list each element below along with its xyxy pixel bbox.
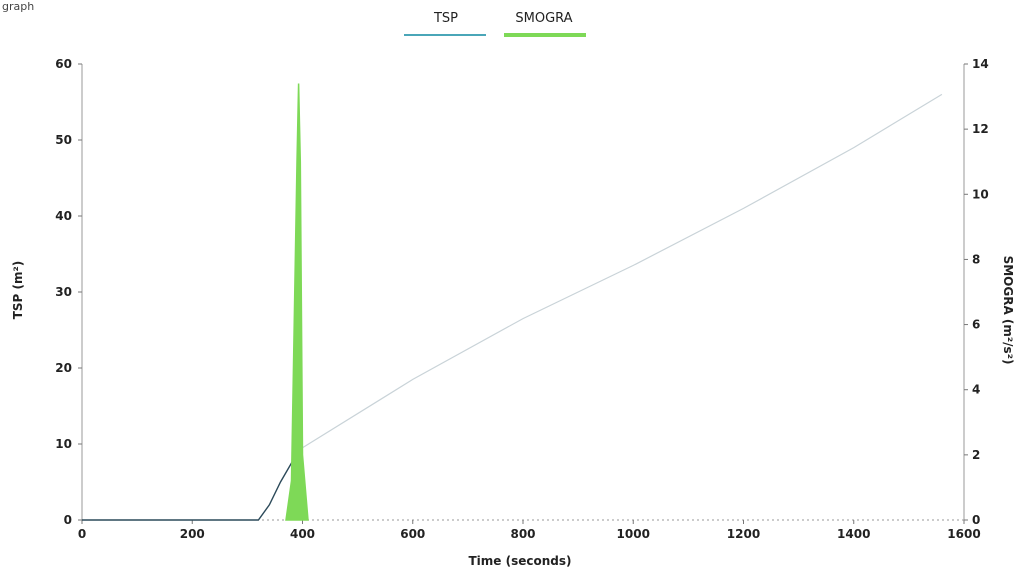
x-tick-label: 600 [400,527,425,541]
series-layer [82,83,943,521]
x-tick-label: 200 [180,527,205,541]
series-tsp-line-tail [302,93,943,449]
y-left-tick-label: 10 [55,437,72,451]
x-tick-label: 1400 [837,527,870,541]
y-left-tick-label: 50 [55,133,72,147]
x-tick-label: 800 [510,527,535,541]
y-right-tick-label: 8 [972,252,980,266]
x-tick-label: 1200 [727,527,760,541]
y-right-tick-label: 14 [972,57,989,71]
series-smogra-area [285,83,309,521]
x-tick-label: 400 [290,527,315,541]
y-right-tick-label: 0 [972,513,980,527]
x-tick-label: 0 [78,527,86,541]
y-right-tick-label: 4 [972,383,980,397]
y-left-tick-label: 30 [55,285,72,299]
axes: 0 200 400 600 800 1000 1200 1400 160001020304050… [55,57,988,541]
series-tsp-line [82,447,304,521]
y-right-axis-title: SMOGRA (m²/s²) [1001,256,1015,365]
y-right-tick-label: 6 [972,318,980,332]
x-axis-title: Time (seconds) [468,554,571,568]
legend-label-smogra: SMOGRA [515,11,572,26]
x-tick-label: 1600 [947,527,980,541]
y-left-tick-label: 40 [55,209,72,223]
y-left-axis-title: TSP (m²) [11,261,25,320]
corner-text: graph [2,0,34,13]
y-left-tick-label: 60 [55,57,72,71]
x-tick-label: 1000 [617,527,650,541]
y-right-tick-label: 10 [972,187,989,201]
legend: TSP SMOGRA [404,11,586,37]
y-left-tick-label: 0 [64,513,72,527]
y-right-tick-label: 12 [972,122,989,136]
y-left-tick-label: 20 [55,361,72,375]
legend-label-tsp: TSP [433,11,458,26]
y-right-tick-label: 2 [972,448,980,462]
